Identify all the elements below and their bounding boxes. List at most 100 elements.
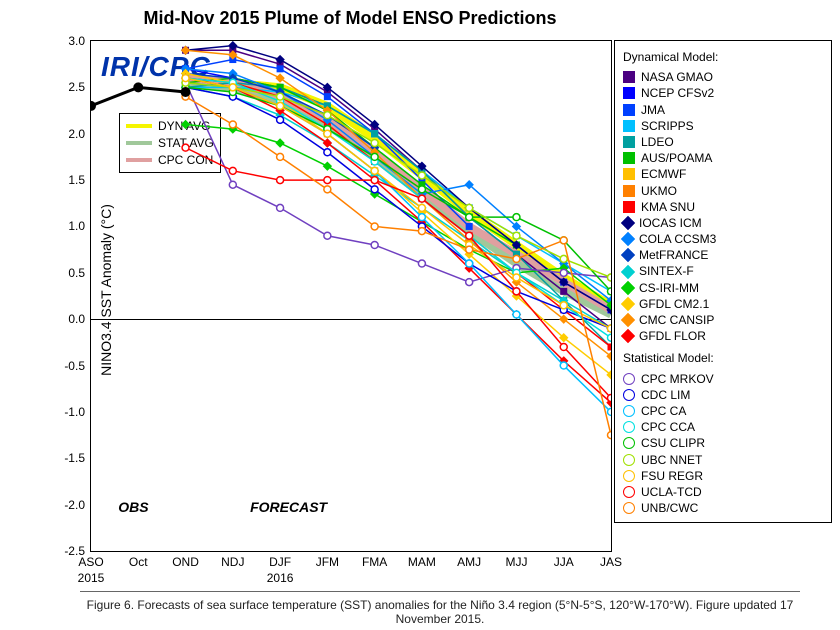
legend-label: CDC LIM: [641, 387, 690, 403]
figure-panel: Mid-Nov 2015 Plume of Model ENSO Predict…: [0, 0, 840, 630]
legend-item: LDEO: [623, 134, 823, 150]
x-tick-label: AMJ: [457, 551, 481, 569]
legend-label: IOCAS ICM: [639, 215, 702, 231]
legend-item: SINTEX-F: [623, 263, 823, 279]
legend-item: CDC LIM: [623, 387, 823, 403]
legend-marker-icon: [623, 136, 635, 148]
y-tick-label: 0.5: [68, 266, 91, 280]
legend-label: JMA: [641, 102, 665, 118]
y-tick-label: 2.0: [68, 127, 91, 141]
plot-svg: [91, 41, 611, 551]
legend-label: CPC CA: [641, 403, 686, 419]
model-legend-panel: Dynamical Model: NASA GMAONCEP CFSv2JMAS…: [614, 40, 832, 523]
legend-marker-icon: [623, 152, 635, 164]
x-tick-label: MJJ: [505, 551, 527, 569]
legend-marker-icon: [621, 329, 635, 343]
legend-label: GFDL FLOR: [639, 328, 706, 344]
legend-item: CSU CLIPR: [623, 435, 823, 451]
legend-marker-icon: [621, 264, 635, 278]
y-tick-label: 1.5: [68, 173, 91, 187]
legend-item: COLA CCSM3: [623, 231, 823, 247]
legend-marker-icon: [621, 232, 635, 246]
dyn-header: Dynamical Model:: [623, 49, 823, 65]
legend-item: GFDL CM2.1: [623, 296, 823, 312]
legend-marker-icon: [621, 281, 635, 295]
legend-label: AUS/POAMA: [641, 150, 712, 166]
legend-marker-icon: [623, 421, 635, 433]
y-tick-label: 3.0: [68, 34, 91, 48]
legend-item: NCEP CFSv2: [623, 85, 823, 101]
legend-marker-icon: [623, 373, 635, 385]
legend-item: MetFRANCE: [623, 247, 823, 263]
legend-marker-icon: [623, 87, 635, 99]
legend-item: SCRIPPS: [623, 118, 823, 134]
legend-marker-icon: [623, 168, 635, 180]
x-tick-label: DJF: [269, 551, 291, 569]
legend-item: NASA GMAO: [623, 69, 823, 85]
y-tick-label: 1.0: [68, 219, 91, 233]
legend-item: CMC CANSIP: [623, 312, 823, 328]
y-tick-label: -1.0: [64, 405, 91, 419]
legend-item: UNB/CWC: [623, 500, 823, 516]
legend-label: CPC MRKOV: [641, 371, 714, 387]
legend-marker-icon: [623, 185, 635, 197]
legend-item: CPC MRKOV: [623, 371, 823, 387]
legend-marker-icon: [621, 297, 635, 311]
legend-marker-icon: [623, 104, 635, 116]
x-tick-label: JJA: [554, 551, 574, 569]
x-sublabel: 2015: [78, 571, 105, 585]
legend-label: KMA SNU: [641, 199, 695, 215]
legend-item: GFDL FLOR: [623, 328, 823, 344]
x-tick-label: JAS: [600, 551, 622, 569]
legend-marker-icon: [623, 389, 635, 401]
legend-label: NCEP CFSv2: [641, 85, 714, 101]
legend-item: CS-IRI-MM: [623, 280, 823, 296]
y-tick-label: -2.0: [64, 498, 91, 512]
legend-label: UBC NNET: [641, 452, 702, 468]
legend-label: SINTEX-F: [639, 263, 694, 279]
legend-marker-icon: [621, 248, 635, 262]
legend-item: ECMWF: [623, 166, 823, 182]
y-tick-label: 0.0: [68, 312, 91, 326]
y-tick-label: -1.5: [64, 451, 91, 465]
chart-title: Mid-Nov 2015 Plume of Model ENSO Predict…: [0, 8, 700, 29]
legend-marker-icon: [623, 71, 635, 83]
legend-item: JMA: [623, 102, 823, 118]
legend-item: CPC CCA: [623, 419, 823, 435]
legend-marker-icon: [623, 454, 635, 466]
plot-area: IRI/CPC DYN AVG STAT AVG CPC CON -2.5-2.…: [90, 40, 612, 552]
legend-label: SCRIPPS: [641, 118, 694, 134]
legend-marker-icon: [623, 120, 635, 132]
y-tick-label: 2.5: [68, 80, 91, 94]
x-sublabel: 2016: [267, 571, 294, 585]
legend-label: ECMWF: [641, 166, 686, 182]
legend-item: FSU REGR: [623, 468, 823, 484]
legend-marker-icon: [623, 486, 635, 498]
x-tick-label: NDJ: [221, 551, 244, 569]
legend-marker-icon: [623, 502, 635, 514]
legend-marker-icon: [623, 405, 635, 417]
legend-item: CPC CA: [623, 403, 823, 419]
stat-header: Statistical Model:: [623, 350, 823, 366]
x-tick-label: ASO: [78, 551, 103, 569]
legend-label: UKMO: [641, 183, 677, 199]
x-tick-label: FMA: [362, 551, 387, 569]
legend-item: UKMO: [623, 183, 823, 199]
legend-label: COLA CCSM3: [639, 231, 716, 247]
legend-label: CMC CANSIP: [639, 312, 714, 328]
legend-label: UNB/CWC: [641, 500, 698, 516]
legend-marker-icon: [621, 216, 635, 230]
legend-marker-icon: [623, 437, 635, 449]
x-tick-label: JFM: [316, 551, 339, 569]
legend-item: AUS/POAMA: [623, 150, 823, 166]
legend-marker-icon: [621, 313, 635, 327]
legend-label: CSU CLIPR: [641, 435, 705, 451]
legend-label: NASA GMAO: [641, 69, 713, 85]
x-tick-label: OND: [172, 551, 199, 569]
legend-label: LDEO: [641, 134, 674, 150]
legend-label: GFDL CM2.1: [639, 296, 709, 312]
legend-item: UCLA-TCD: [623, 484, 823, 500]
x-tick-label: MAM: [408, 551, 436, 569]
legend-item: KMA SNU: [623, 199, 823, 215]
legend-label: CS-IRI-MM: [639, 280, 699, 296]
